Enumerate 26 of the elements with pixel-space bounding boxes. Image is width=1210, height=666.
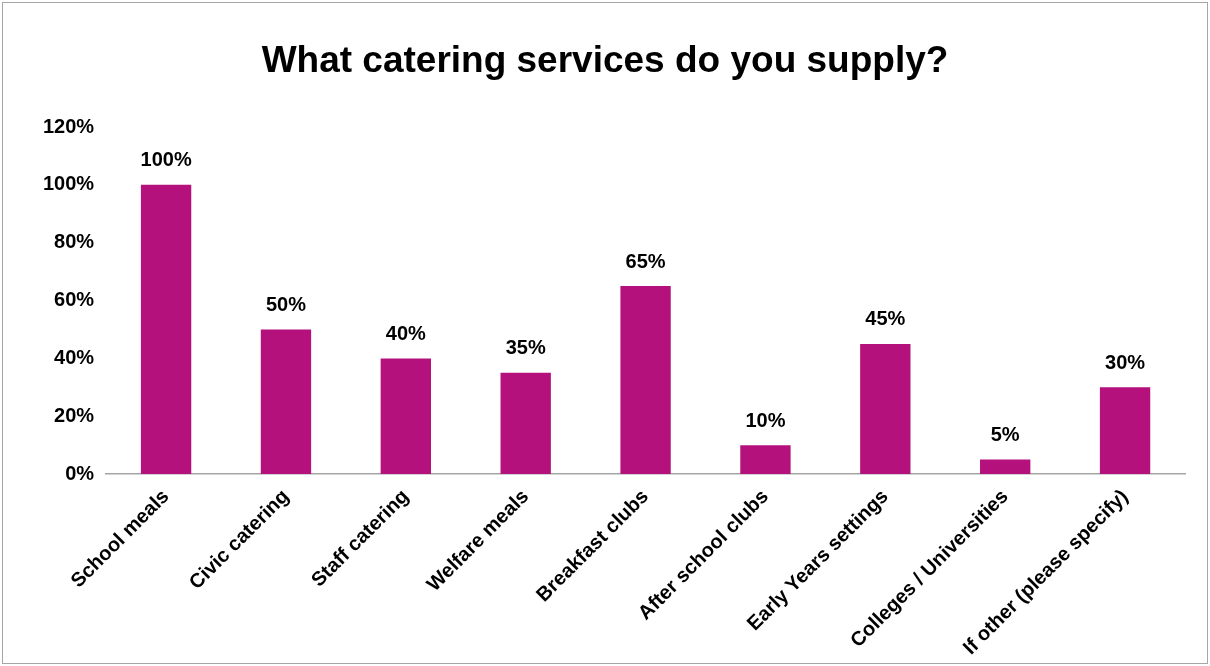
bar bbox=[380, 358, 432, 475]
y-tick-label: 80% bbox=[54, 230, 95, 253]
y-tick-label: 100% bbox=[43, 172, 95, 195]
y-tick-label: 120% bbox=[43, 114, 95, 137]
data-label: 35% bbox=[505, 336, 546, 359]
chart-title: What catering services do you supply? bbox=[260, 39, 950, 81]
bar bbox=[740, 445, 791, 475]
y-tick-label: 0% bbox=[65, 461, 95, 484]
bar bbox=[980, 459, 1031, 475]
data-label: 50% bbox=[265, 292, 307, 315]
y-tick-label: 40% bbox=[54, 345, 95, 368]
y-tick-label: 20% bbox=[54, 403, 95, 426]
y-tick-label: 60% bbox=[54, 288, 95, 311]
bar bbox=[140, 184, 192, 475]
bar bbox=[860, 343, 911, 475]
data-label: 10% bbox=[745, 408, 786, 431]
data-label: 100% bbox=[140, 148, 192, 171]
bar bbox=[500, 372, 551, 475]
bar bbox=[1099, 387, 1151, 475]
data-label: 65% bbox=[625, 249, 666, 272]
bar bbox=[620, 286, 671, 475]
data-label: 45% bbox=[865, 307, 906, 330]
bar bbox=[260, 329, 312, 475]
data-label: 40% bbox=[385, 321, 427, 344]
data-label: 5% bbox=[990, 423, 1020, 446]
data-label: 30% bbox=[1105, 350, 1146, 373]
